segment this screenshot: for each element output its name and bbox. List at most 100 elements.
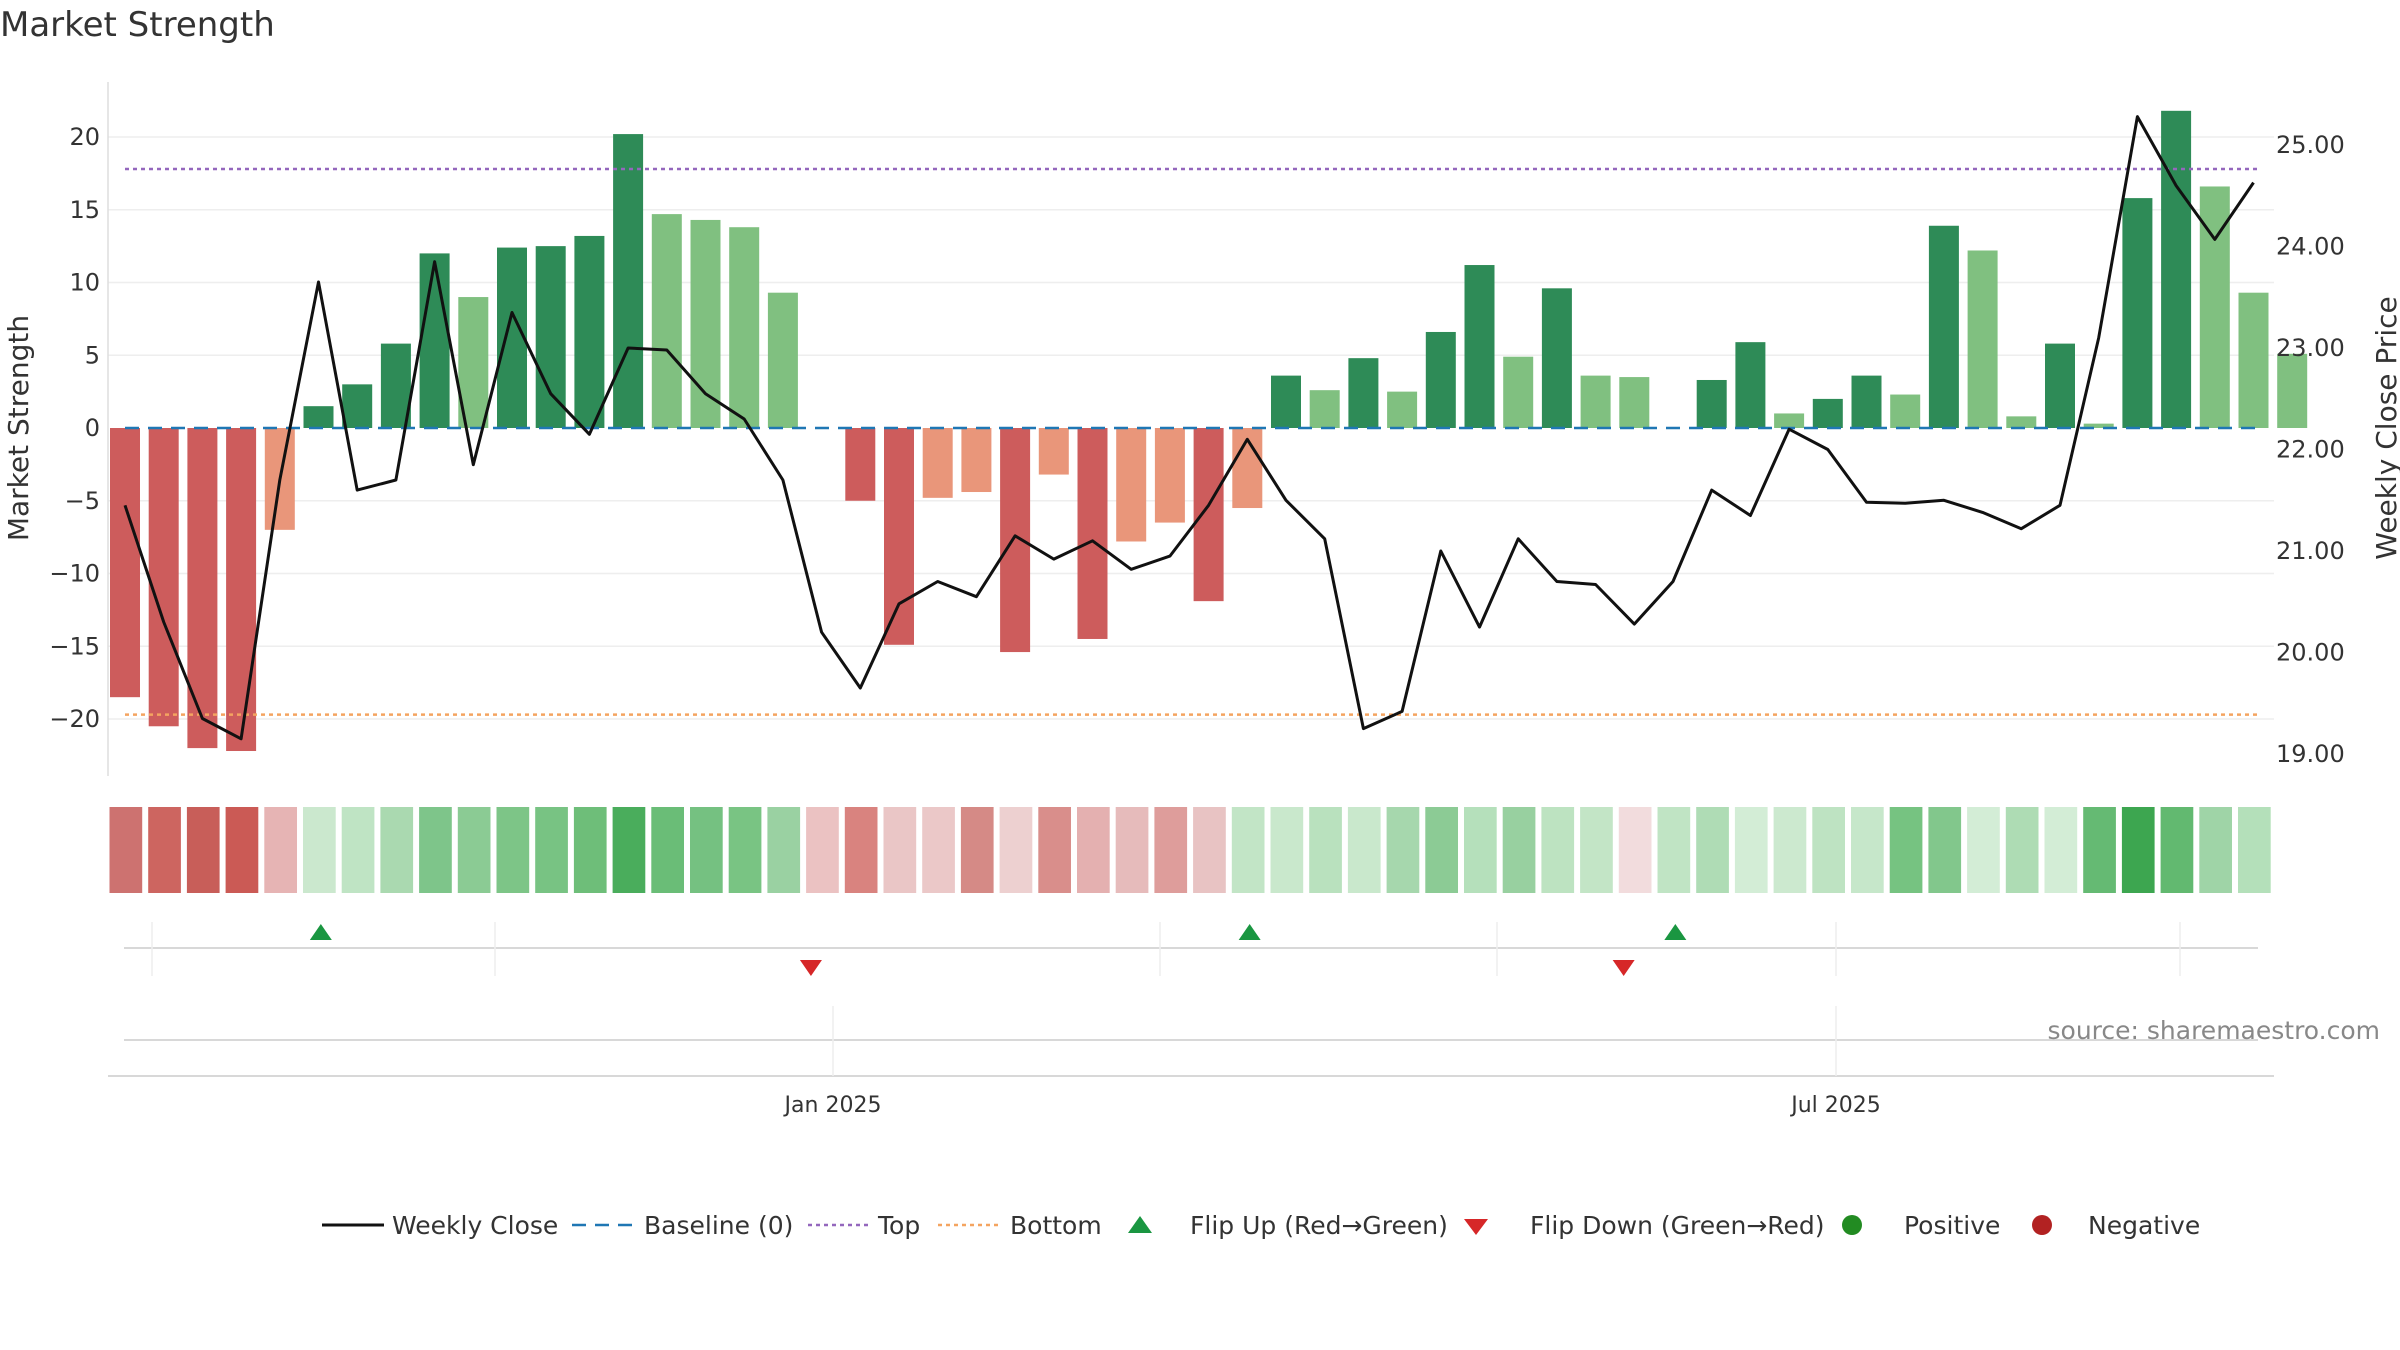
heat-cell [1115,807,1149,893]
heat-cell [1541,807,1575,893]
heat-cell [264,807,297,893]
y-right-tick-label: 19.00 [2276,740,2345,768]
heat-cell [148,807,181,893]
y-right-axis-label: Weekly Close Price [2370,296,2400,559]
heat-cell [1347,807,1381,893]
y-left-tick-label: 10 [69,269,100,297]
positive-strength-bar [1425,331,1456,428]
heat-cell [457,807,491,893]
legend-label: Flip Up (Red→Green) [1190,1211,1448,1240]
heat-cell [1773,807,1807,893]
heat-cell [1154,807,1188,893]
positive-strength-bar [2277,353,2308,428]
positive-strength-bar [1309,390,1340,428]
heat-cell [1851,807,1884,893]
negative-strength-bar [148,428,179,727]
heat-cell [419,807,452,893]
heat-cell [1386,807,1420,893]
positive-strength-bar [1580,375,1611,428]
right-axis-ticks: 25.00 24.00 23.00 22.00 21.00 20.00 19.00 [2276,131,2345,768]
positive-strength-bar [729,227,760,428]
y-left-tick-label: 15 [69,196,100,224]
heat-cell [1696,807,1729,893]
strength-heat-strip [109,807,2271,893]
heat-cell [1928,807,1962,893]
heat-cell [1967,807,2000,893]
positive-strength-bar [651,214,682,428]
y-right-tick-label: 24.00 [2276,233,2345,261]
strength-bars [110,110,2308,752]
heat-cell [1464,807,1497,893]
y-left-tick-label: −15 [49,632,100,660]
lower-panel: source: sharemaestro.com Jan 2025 Jul 20… [108,1006,2380,1118]
reference-lines [125,167,2258,716]
heat-cell [690,807,723,893]
positive-strength-bar [2006,416,2037,428]
negative-strength-bar [226,428,257,752]
legend: Weekly Close Baseline (0) Top Bottom Flip Up… [322,1211,2200,1240]
heat-cell [2005,807,2039,893]
positive-strength-bar [419,253,450,428]
negative-strength-bar [1077,428,1108,639]
legend-label: Baseline (0) [644,1211,793,1240]
positive-strength-bar [767,292,798,428]
positive-strength-bar [2045,343,2075,428]
y-right-tick-label: 20.00 [2276,639,2345,667]
legend-flip-down-swatch [1464,1219,1488,1235]
chart-title: Market Strength [0,5,275,45]
positive-strength-bar [1812,398,1843,428]
positive-strength-bar [1541,288,1572,428]
negative-strength-bar [961,428,992,493]
negative-strength-bar [1154,428,1185,523]
positive-strength-bar [1696,379,1727,428]
heat-cell [1734,807,1768,893]
negative-strength-bar [922,428,953,498]
positive-strength-bar [1774,413,1805,428]
negative-strength-bar [1000,428,1031,653]
negative-strength-bar [1038,428,1069,475]
flip-down-marker [799,960,822,976]
legend-label: Negative [2088,1211,2200,1240]
positive-strength-bar [1890,394,1921,428]
heat-cell [341,807,375,893]
y-left-tick-label: 20 [69,123,100,151]
negative-strength-bar [884,428,914,645]
heat-cell [573,807,607,893]
positive-strength-bar [2238,292,2269,428]
positive-strength-bar [1271,375,1301,428]
heat-cell [1309,807,1342,893]
heat-cell [1502,807,1536,893]
heat-cell [225,807,259,893]
y-left-tick-label: −5 [65,487,100,515]
heat-cell [844,807,878,893]
heat-cell [2199,807,2232,893]
heat-cell [2238,807,2271,893]
y-right-tick-label: 22.00 [2276,436,2345,464]
positive-strength-bar [1851,375,1882,428]
legend-label: Positive [1904,1211,2000,1240]
heat-cell [1270,807,1304,893]
heat-cell [1425,807,1458,893]
positive-strength-bar [2122,198,2153,428]
flip-markers [124,922,2258,976]
heat-cell [1812,807,1845,893]
legend-label: Top [877,1211,920,1240]
positive-strength-bar [1503,356,1534,428]
heat-cell [2083,807,2116,893]
positive-strength-bar [690,219,721,428]
heat-cell [303,807,336,893]
heat-cell [999,807,1033,893]
weekly-close-line [123,115,2255,741]
legend-negative-swatch [2032,1215,2052,1235]
heat-cell [2044,807,2078,893]
positive-strength-bar [2161,110,2192,428]
legend-positive-swatch [1842,1215,1862,1235]
positive-strength-bar [2083,423,2114,428]
y-right-tick-label: 21.00 [2276,537,2345,565]
negative-strength-bar [1193,428,1224,602]
positive-strength-bar [1619,377,1650,428]
positive-strength-bar [1735,342,1766,428]
x-tick-label-jul: Jul 2025 [1789,1093,1881,1118]
heat-cell [806,807,839,893]
heat-cell [186,807,220,893]
